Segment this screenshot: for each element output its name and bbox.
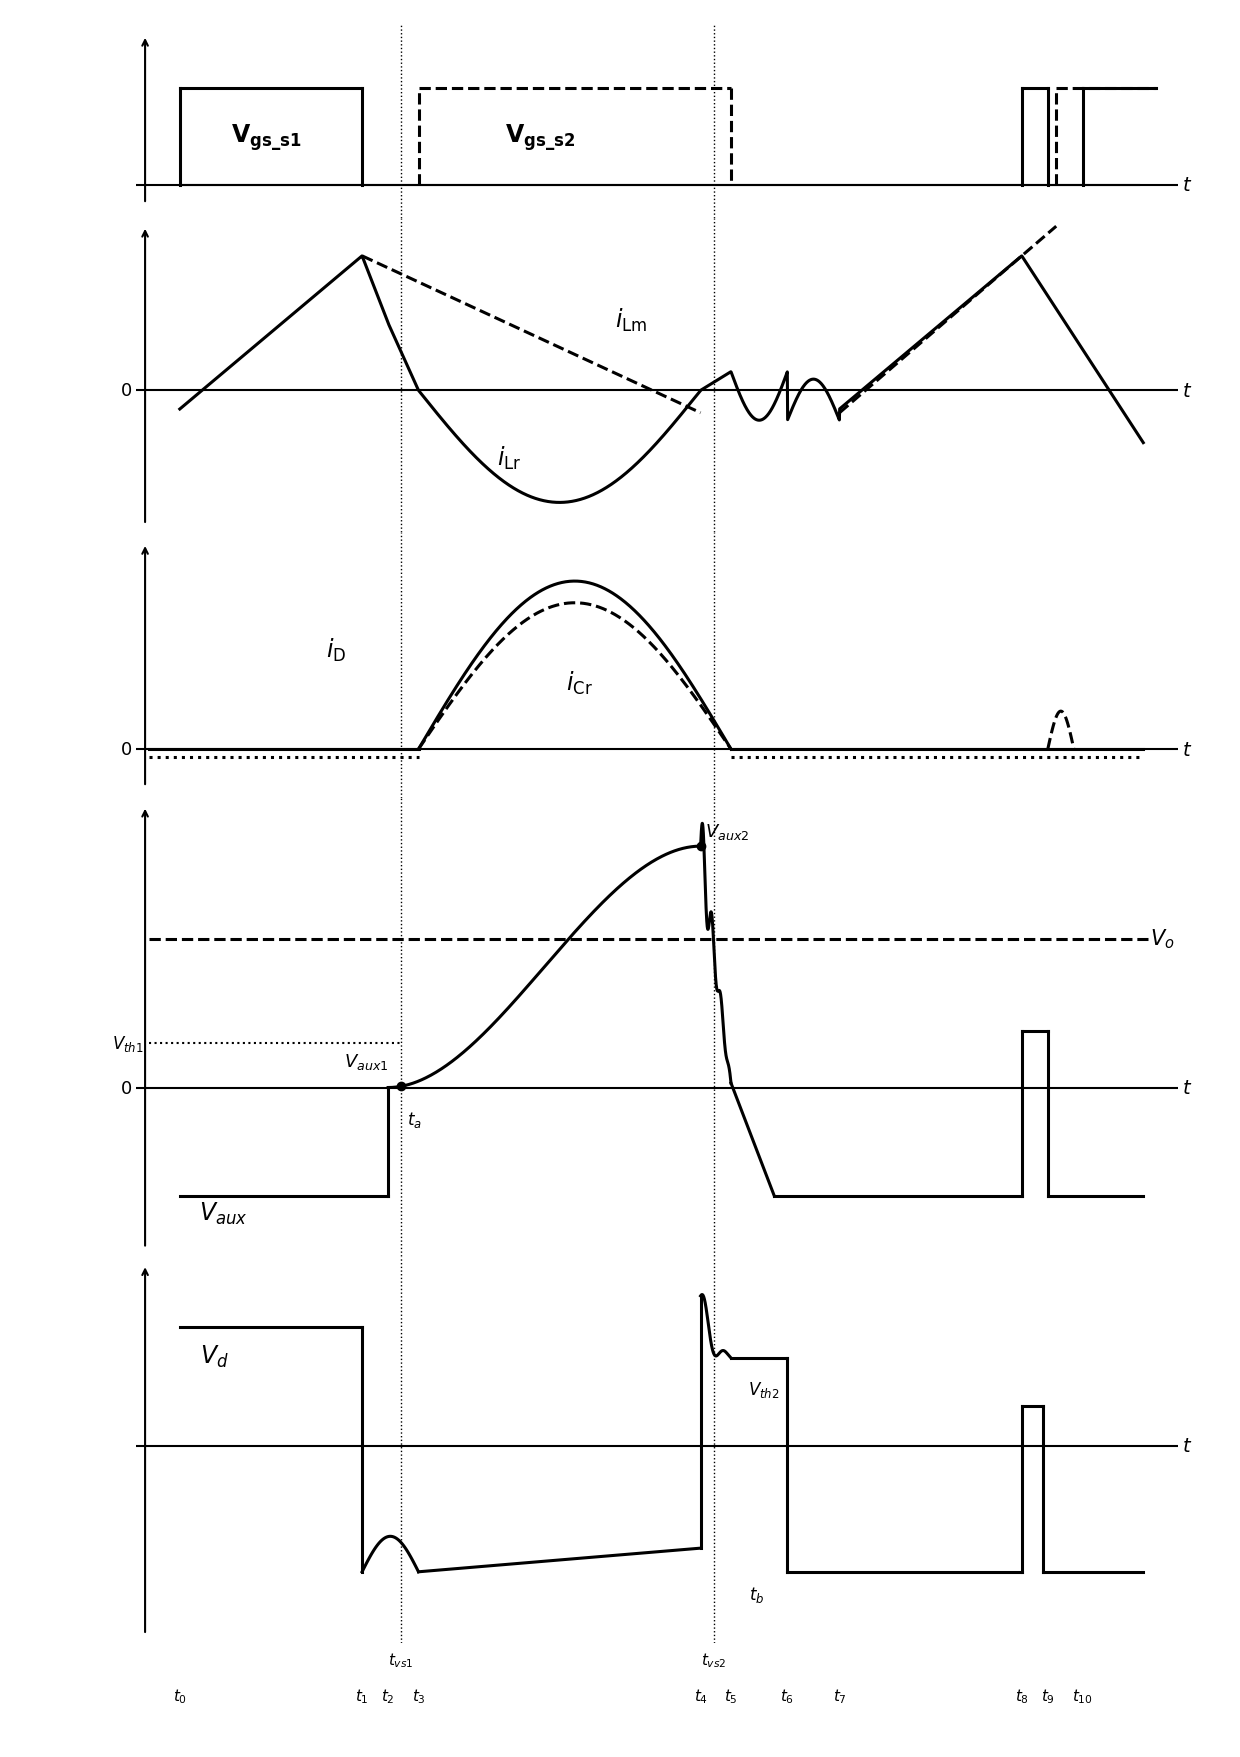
Text: $V_{aux1}$: $V_{aux1}$ [343,1052,388,1072]
Text: $i_\mathrm{Lr}$: $i_\mathrm{Lr}$ [497,445,522,473]
Text: $t_0$: $t_0$ [172,1687,187,1704]
Text: $i_\mathrm{Lm}$: $i_\mathrm{Lm}$ [615,307,647,334]
Text: $t_{10}$: $t_{10}$ [1073,1687,1092,1704]
Text: $t$: $t$ [1182,381,1193,401]
Text: $t$: $t$ [1182,1079,1193,1098]
Text: $0$: $0$ [120,1079,131,1096]
Text: $t_6$: $t_6$ [780,1687,795,1704]
Text: $t_{vs1}$: $t_{vs1}$ [388,1650,414,1669]
Text: $V_d$: $V_d$ [200,1342,229,1369]
Text: $t_{vs2}$: $t_{vs2}$ [701,1650,727,1669]
Text: $0$: $0$ [120,741,131,759]
Text: $t_5$: $t_5$ [724,1687,738,1704]
Text: $i_\mathrm{D}$: $i_\mathrm{D}$ [326,636,346,664]
Text: $0$: $0$ [120,381,131,401]
Text: $t_b$: $t_b$ [749,1585,765,1604]
Text: $i_\mathrm{Cr}$: $i_\mathrm{Cr}$ [565,669,593,696]
Text: $V_{th2}$: $V_{th2}$ [748,1379,780,1400]
Text: $V_{th1}$: $V_{th1}$ [112,1033,144,1054]
Text: $t_a$: $t_a$ [407,1109,422,1130]
Text: $t_9$: $t_9$ [1040,1687,1055,1704]
Text: $t_3$: $t_3$ [412,1687,425,1704]
Text: $V_{aux}$: $V_{aux}$ [198,1200,248,1226]
Text: $t_8$: $t_8$ [1014,1687,1029,1704]
Text: $t_1$: $t_1$ [355,1687,370,1704]
Text: $V_o$: $V_o$ [1151,928,1174,951]
Text: $t$: $t$ [1182,176,1193,195]
Text: $\mathbf{V_{gs\_s1}}$: $\mathbf{V_{gs\_s1}}$ [232,123,301,153]
Text: $t_2$: $t_2$ [381,1687,396,1704]
Text: $\mathbf{V_{gs\_s2}}$: $\mathbf{V_{gs\_s2}}$ [505,123,575,153]
Text: $V_{aux2}$: $V_{aux2}$ [704,822,749,842]
Text: $t_4$: $t_4$ [693,1687,708,1704]
Text: $t$: $t$ [1182,1437,1193,1455]
Text: $t_7$: $t_7$ [832,1687,847,1704]
Text: $t$: $t$ [1182,740,1193,759]
